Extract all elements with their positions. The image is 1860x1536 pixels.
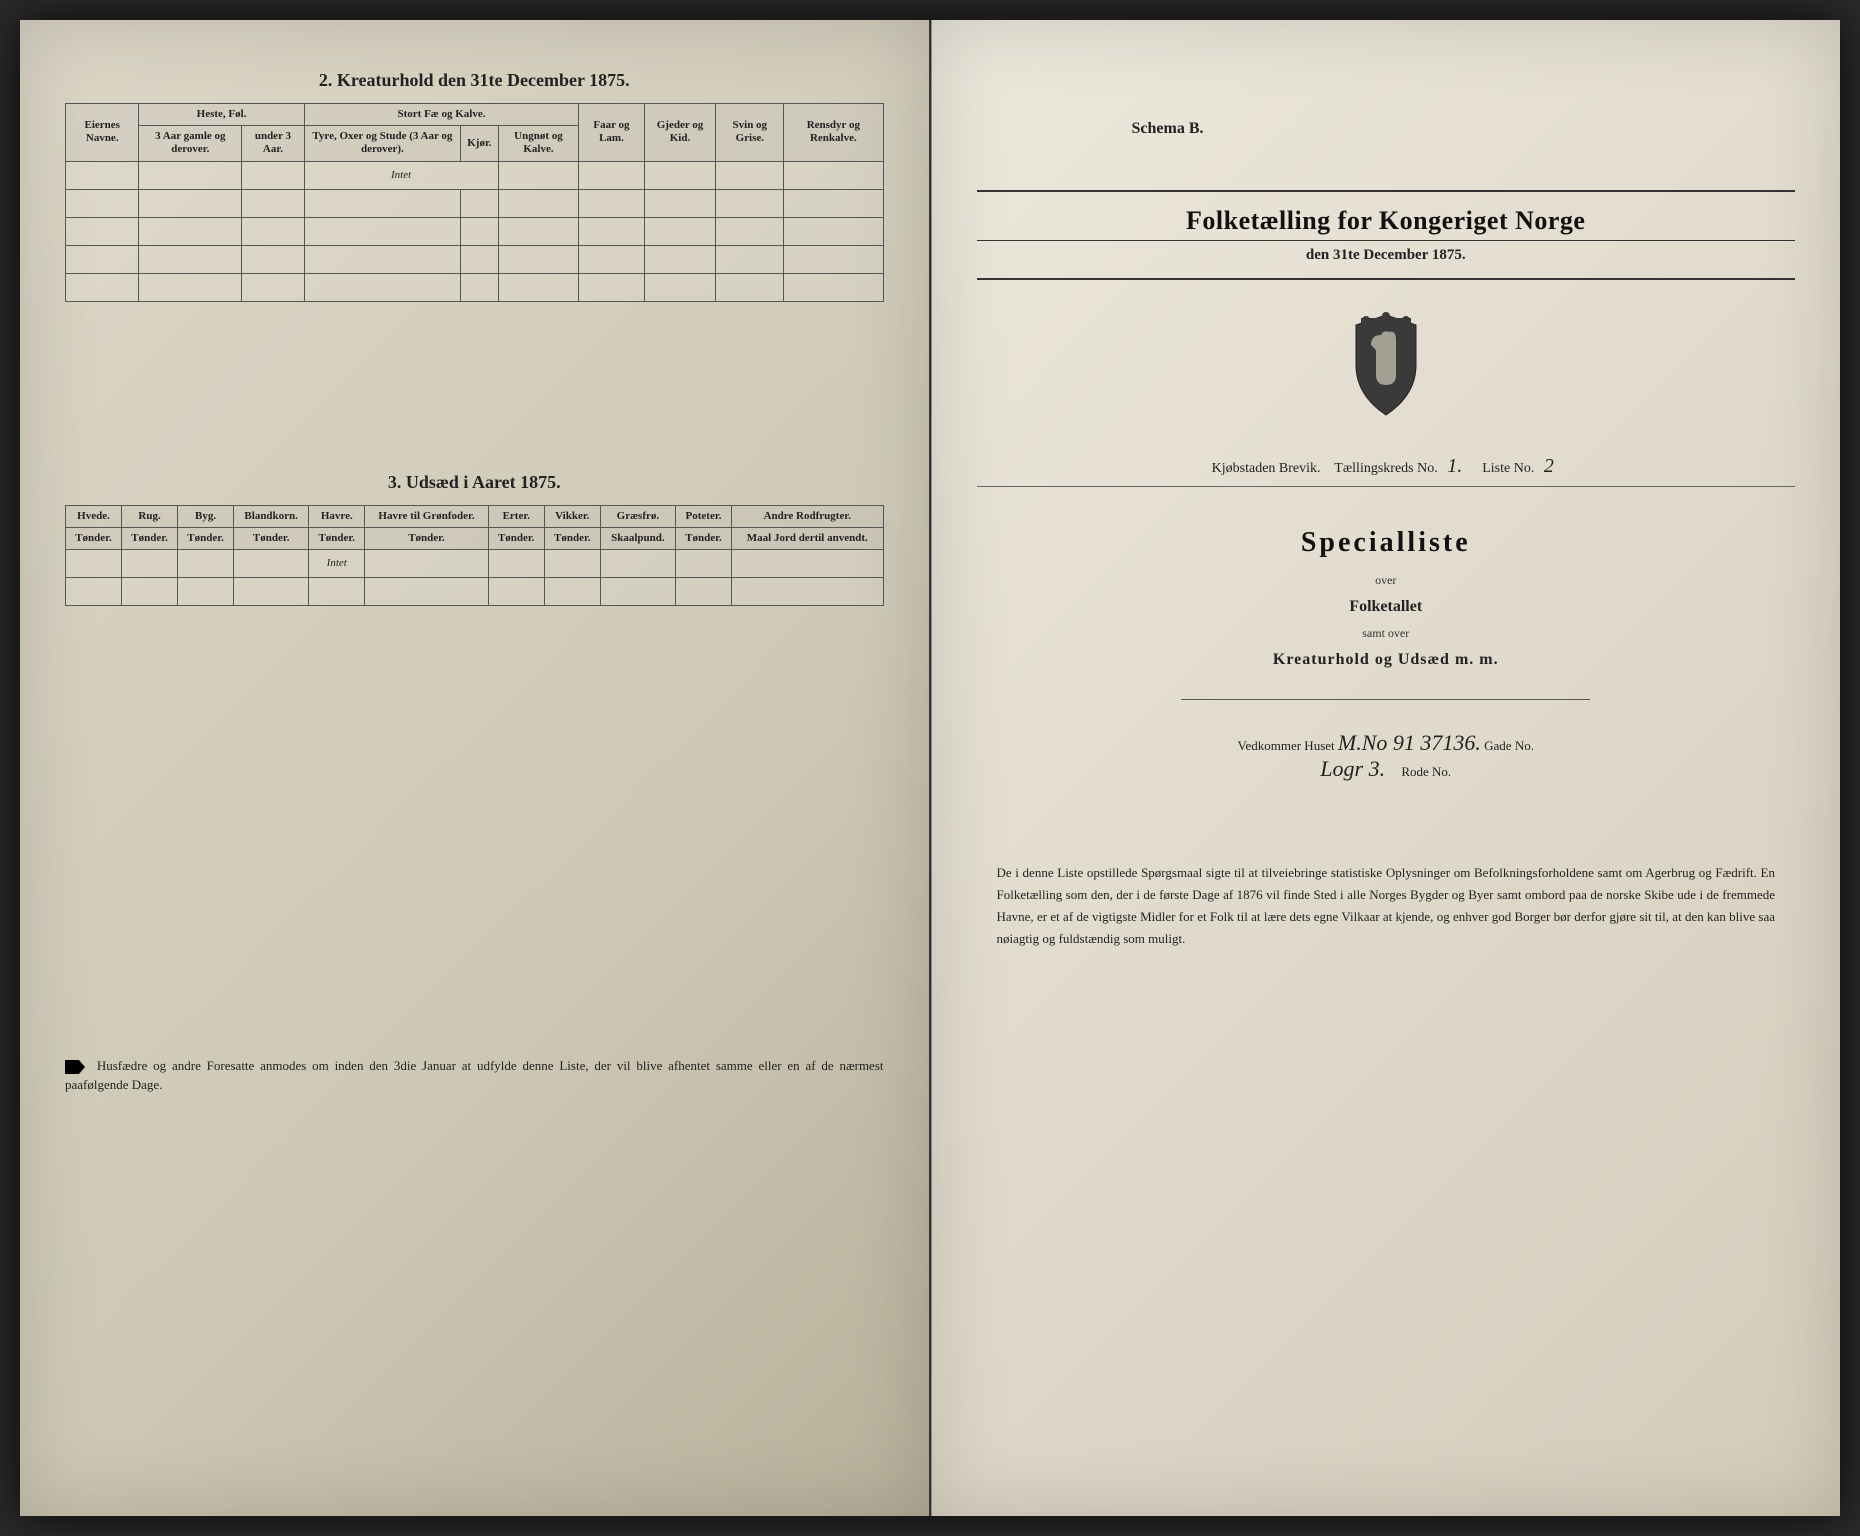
th-rug: Rug. xyxy=(122,505,178,527)
coat-of-arms-icon xyxy=(977,310,1796,425)
folketallet: Folketallet xyxy=(977,598,1796,616)
th-fe-3: Ungnøt og Kalve. xyxy=(498,126,579,161)
liste-no: 2 xyxy=(1544,455,1554,477)
kreatur-line: Kreaturhold og Udsæd m. m. xyxy=(977,651,1796,669)
th-fe-2: Kjør. xyxy=(461,126,498,161)
right-page: Schema B. Folketælling for Kongeriget No… xyxy=(931,20,1841,1516)
liste-label: Liste No. xyxy=(1482,461,1534,476)
unit: Tønder. xyxy=(234,527,309,549)
th-svin: Svin og Grise. xyxy=(716,104,784,162)
divider xyxy=(1181,699,1590,700)
left-footer-note: Husfædre og andre Foresatte anmodes om i… xyxy=(65,1056,884,1095)
th-heste-2: under 3 Aar. xyxy=(242,126,304,161)
th-havre-gron: Havre til Grønfoder. xyxy=(365,505,488,527)
samt-over: samt over xyxy=(977,626,1796,641)
table-row: Intet xyxy=(66,161,884,189)
th-heste: Heste, Føl. xyxy=(139,104,304,126)
th-fe: Stort Fæ og Kalve. xyxy=(304,104,579,126)
th-erter: Erter. xyxy=(488,505,544,527)
th-ren: Rensdyr og Renkalve. xyxy=(784,104,883,162)
unit: Tønder. xyxy=(309,527,365,549)
table-row xyxy=(66,217,884,245)
vedkommer-line: Vedkommer Huset M.No 91 37136. Gade No. … xyxy=(977,730,1796,782)
pointer-icon xyxy=(65,1060,85,1074)
kjobstad: Kjøbstaden Brevik. xyxy=(1212,461,1321,476)
unit: Tønder. xyxy=(544,527,600,549)
kreds-no: 1. xyxy=(1447,455,1462,477)
th-fe-1: Tyre, Oxer og Stude (3 Aar og derover). xyxy=(304,126,461,161)
th-bland: Blandkorn. xyxy=(234,505,309,527)
handwritten-intet-1: Intet xyxy=(304,161,498,189)
th-rod: Andre Rodfrugter. xyxy=(732,505,883,527)
right-footer-text: De i denne Liste opstillede Spørgsmaal s… xyxy=(977,862,1796,950)
table-row: Intet xyxy=(66,549,884,577)
th-graes: Græsfrø. xyxy=(600,505,675,527)
left-page: 2. Kreaturhold den 31te December 1875. E… xyxy=(20,20,931,1516)
table-udsaed: Hvede. Rug. Byg. Blandkorn. Havre. Havre… xyxy=(65,505,884,606)
handwritten-intet-2: Intet xyxy=(309,549,365,577)
th-byg: Byg. xyxy=(178,505,234,527)
schema-label: Schema B. xyxy=(1132,120,1204,138)
kreds-label: Tællingskreds No. xyxy=(1334,461,1437,476)
vedkommer-script: M.No 91 37136. xyxy=(1338,730,1481,755)
sub-date: den 31te December 1875. xyxy=(977,247,1796,280)
th-faar: Faar og Lam. xyxy=(579,104,644,162)
main-title: Folketælling for Kongeriget Norge xyxy=(977,190,1796,241)
unit: Tønder. xyxy=(675,527,731,549)
book-spread: 2. Kreaturhold den 31te December 1875. E… xyxy=(20,20,1840,1516)
table-row xyxy=(66,245,884,273)
logr: Logr 3. xyxy=(1320,756,1385,781)
th-vikker: Vikker. xyxy=(544,505,600,527)
footer-text: Husfædre og andre Foresatte anmodes om i… xyxy=(65,1058,884,1093)
unit: Tønder. xyxy=(178,527,234,549)
vedkommer-label: Vedkommer Huset xyxy=(1238,738,1335,753)
unit: Skaalpund. xyxy=(600,527,675,549)
th-gjeder: Gjeder og Kid. xyxy=(644,104,716,162)
specialliste-title: Specialliste xyxy=(977,527,1796,559)
unit: Tønder. xyxy=(365,527,488,549)
table-row xyxy=(66,189,884,217)
gade-label: Gade No. xyxy=(1484,738,1534,753)
unit: Tønder. xyxy=(66,527,122,549)
unit: Tønder. xyxy=(488,527,544,549)
table-row xyxy=(66,273,884,301)
th-hvede: Hvede. xyxy=(66,505,122,527)
over-1: over xyxy=(977,573,1796,588)
section3-title: 3. Udsæd i Aaret 1875. xyxy=(65,472,884,493)
unit: Tønder. xyxy=(122,527,178,549)
table-kreaturhold: Eiernes Navne. Heste, Føl. Stort Fæ og K… xyxy=(65,103,884,302)
table-row xyxy=(66,577,884,605)
th-eier: Eiernes Navne. xyxy=(66,104,139,162)
rode-label: Rode No. xyxy=(1401,764,1451,779)
th-poteter: Poteter. xyxy=(675,505,731,527)
section2-title: 2. Kreaturhold den 31te December 1875. xyxy=(65,70,884,91)
th-havre: Havre. xyxy=(309,505,365,527)
unit: Maal Jord dertil anvendt. xyxy=(732,527,883,549)
th-heste-1: 3 Aar gamle og derover. xyxy=(139,126,242,161)
location-line: Kjøbstaden Brevik. Tællingskreds No. 1. … xyxy=(977,455,1796,487)
